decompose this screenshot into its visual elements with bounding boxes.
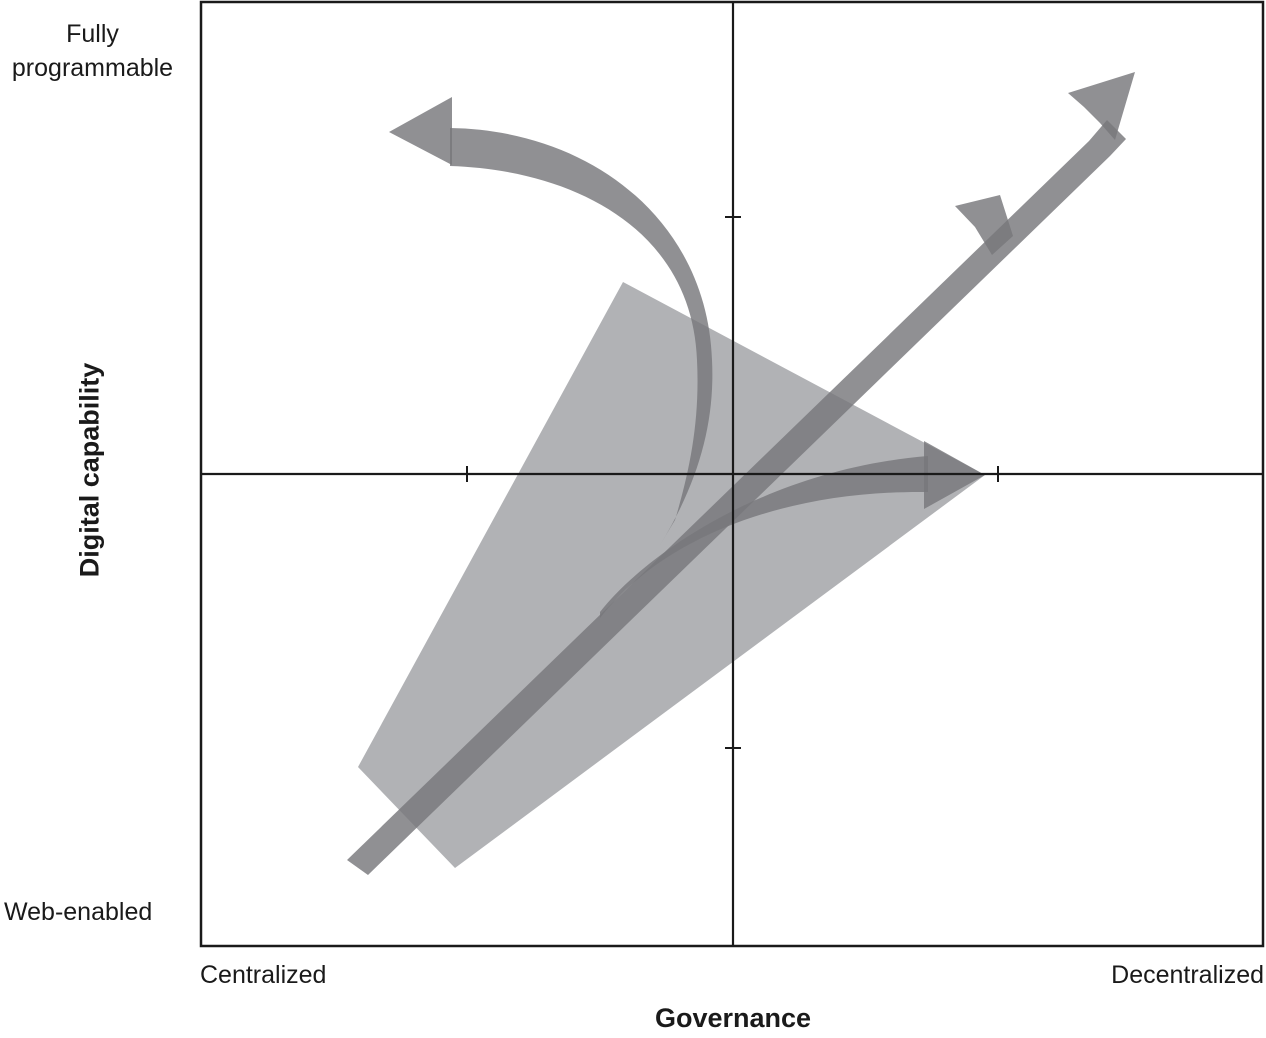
x-axis-title: Governance xyxy=(654,1003,812,1033)
y-high-label-line2: programmable xyxy=(11,53,174,82)
diagonal-arrow-head xyxy=(1068,72,1135,140)
y-high-label: Fully programmable xyxy=(0,18,185,86)
x-low-label: Centralized xyxy=(200,961,327,989)
curved-arrow-left-head xyxy=(389,97,452,165)
y-high-label-line1: Fully xyxy=(66,20,119,48)
y-axis-title: Digital capability xyxy=(74,362,105,578)
diagonal-arrow-shaft xyxy=(347,120,1126,875)
curved-arrow-left xyxy=(389,97,713,545)
x-high-label: Decentralized xyxy=(1111,961,1264,989)
curved-arrow-left-body xyxy=(450,128,713,545)
diagonal-arrow xyxy=(347,72,1135,875)
diagonal-arrow-mid-head xyxy=(955,195,1013,255)
y-low-label: Web-enabled xyxy=(4,898,153,926)
curved-arrow-right-body xyxy=(600,456,928,618)
